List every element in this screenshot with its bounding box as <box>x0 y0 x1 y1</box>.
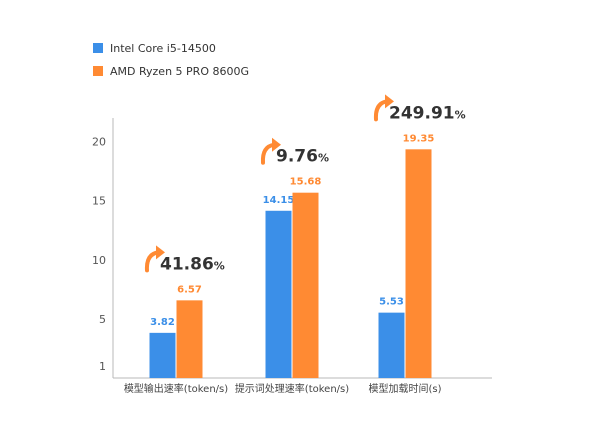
annotation-value: 249.91 <box>389 103 455 123</box>
data-label: 19.35 <box>403 133 435 144</box>
bar <box>378 312 405 378</box>
bar <box>176 300 203 378</box>
legend-swatch <box>93 66 103 76</box>
annotation-label: 249.91% <box>389 103 466 123</box>
x-tick-label: 模型输出速率(token/s) <box>124 382 228 395</box>
y-tick-label: 5 <box>99 313 106 326</box>
y-tick-label: 20 <box>92 136 106 149</box>
data-label: 3.82 <box>150 317 175 328</box>
annotation-label: 41.86% <box>160 254 225 274</box>
annotation-unit: % <box>318 152 329 165</box>
annotation-value: 9.76 <box>276 147 318 167</box>
arrow-head-icon <box>272 137 281 152</box>
legend-swatch <box>93 43 103 53</box>
y-tick-label: 1 <box>99 360 106 373</box>
bar <box>265 210 292 378</box>
y-tick-label: 15 <box>92 195 106 208</box>
annotation-value: 41.86 <box>160 254 214 274</box>
data-label: 5.53 <box>379 297 404 308</box>
annotation-unit: % <box>455 108 466 121</box>
legend-label: Intel Core i5-14500 <box>110 42 216 55</box>
bar <box>292 192 319 378</box>
bar <box>149 332 176 378</box>
x-tick-label: 提示词处理速率(token/s) <box>235 382 349 395</box>
y-tick-label: 10 <box>92 254 106 267</box>
x-tick-label: 模型加载时间(s) <box>368 382 441 395</box>
annotation-unit: % <box>214 259 225 272</box>
arrow-head-icon <box>385 94 394 109</box>
annotation-label: 9.76% <box>276 147 329 167</box>
data-label: 15.68 <box>290 177 322 188</box>
data-label: 14.15 <box>263 195 295 206</box>
data-label: 6.57 <box>177 284 202 295</box>
legend-label: AMD Ryzen 5 PRO 8600G <box>110 65 249 78</box>
arrow-head-icon <box>156 245 165 260</box>
bar <box>405 149 432 378</box>
